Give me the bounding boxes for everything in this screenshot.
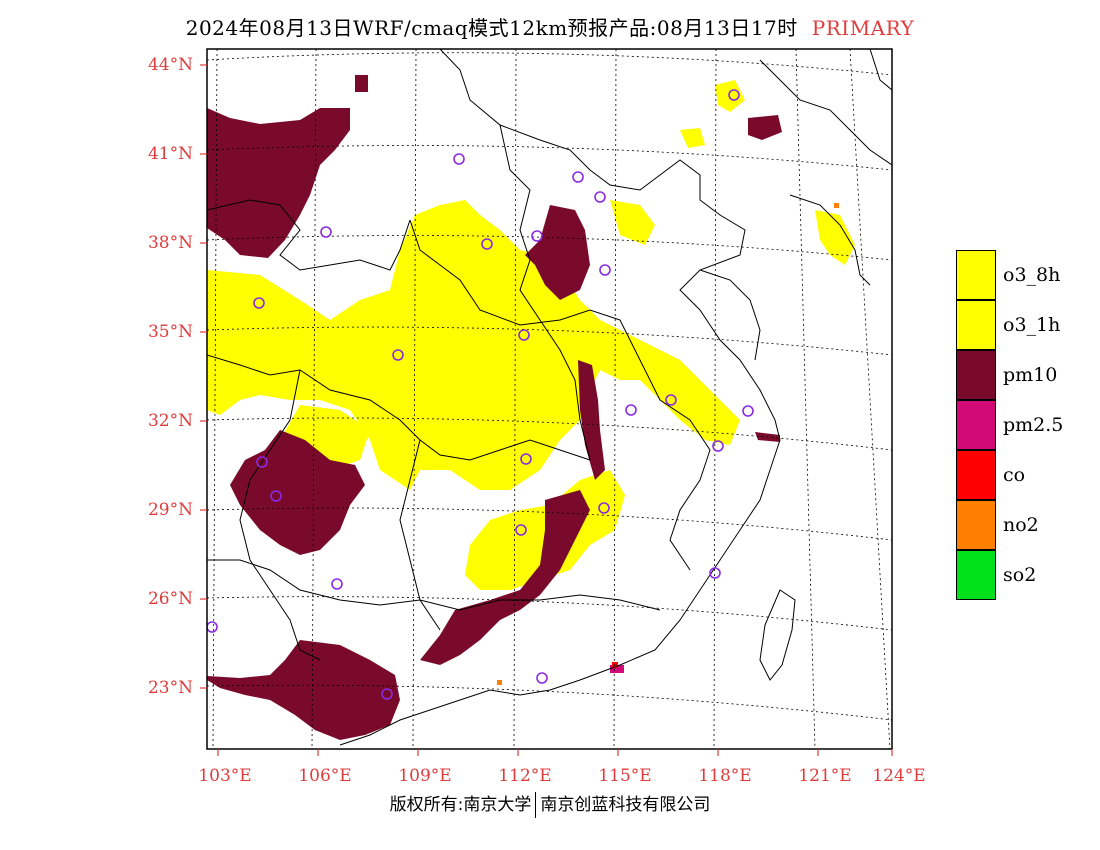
lon-label-112: 112°E [498, 766, 552, 786]
legend-label-pm25: pm2.5 [1003, 414, 1064, 436]
lon-label-118: 118°E [698, 766, 752, 786]
legend-swatch-no2 [956, 500, 996, 550]
legend-swatch-pm25 [956, 400, 996, 450]
lon-label-121: 121°E [798, 766, 852, 786]
title-tag: PRIMARY [811, 16, 915, 40]
lat-label-29: 29°N [147, 500, 193, 520]
taiwan-outline [759, 589, 796, 681]
pm25-spot [610, 665, 624, 673]
legend-swatch-o3-1h [956, 300, 996, 350]
legend-swatch-pm10 [956, 350, 996, 400]
lon-label-124: 124°E [872, 766, 926, 786]
legend-label-o3-1h: o3_1h [1003, 314, 1061, 336]
axis-ticks [200, 64, 893, 756]
pm10-areas [207, 75, 782, 740]
map-title: 2024年08月13日WRF/cmaq模式12km预报产品:08月13日17时 P… [0, 12, 1100, 41]
lat-label-38: 38°N [147, 233, 193, 253]
lat-label-35: 35°N [147, 322, 193, 342]
legend-swatch-co [956, 450, 996, 500]
lat-label-26: 26°N [147, 589, 193, 609]
lat-label-44: 44°N [147, 55, 193, 75]
map-frame [206, 48, 893, 750]
legend-label-so2: so2 [1003, 564, 1037, 586]
footer-separator [535, 792, 537, 818]
title-main: 2024年08月13日WRF/cmaq模式12km预报产品:08月13日17时 [185, 16, 798, 40]
lat-label-32: 32°N [147, 411, 193, 431]
legend-label-no2: no2 [1003, 514, 1039, 536]
legend-swatch-o3-8h [956, 250, 996, 300]
legend-swatch-so2 [956, 550, 996, 600]
lat-label-23: 23°N [147, 678, 193, 698]
copyright-footer: 版权所有:南京大学 南京创蓝科技有限公司 [0, 790, 1100, 818]
lon-label-106: 106°E [298, 766, 352, 786]
footer-left: 版权所有:南京大学 [389, 795, 532, 815]
lon-label-109: 109°E [398, 766, 452, 786]
graticule [207, 49, 892, 749]
station-markers [207, 89, 754, 700]
legend-label-o3-8h: o3_8h [1003, 264, 1061, 286]
no2-spot [497, 680, 502, 685]
province-borders [207, 49, 892, 746]
footer-right: 南京创蓝科技有限公司 [540, 795, 711, 815]
no2-spot-2 [834, 203, 839, 208]
lon-label-103: 103°E [198, 766, 252, 786]
legend-label-pm10: pm10 [1003, 364, 1058, 386]
co-spot [612, 662, 618, 668]
legend-label-co: co [1003, 464, 1026, 486]
lat-label-41: 41°N [147, 144, 193, 164]
lon-label-115: 115°E [598, 766, 652, 786]
